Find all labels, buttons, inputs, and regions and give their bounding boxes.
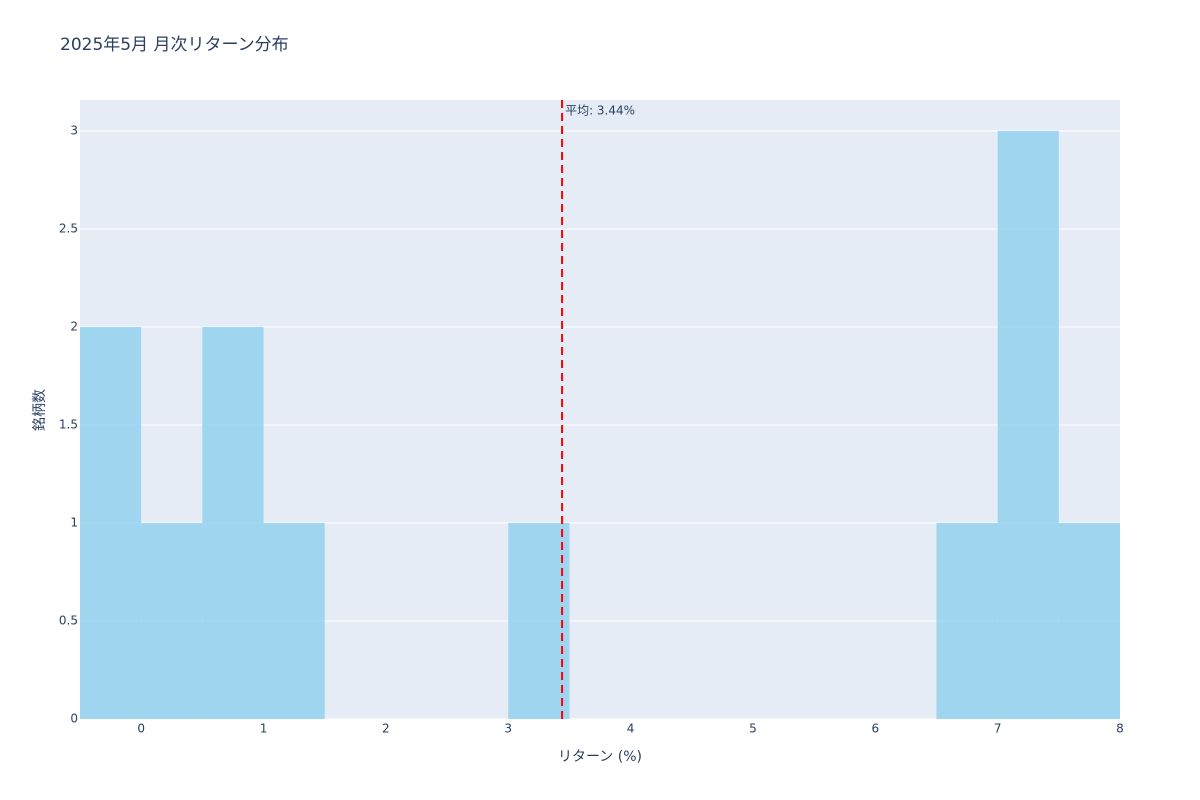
x-tick-label: 5 xyxy=(749,722,757,736)
x-tick-label: 2 xyxy=(382,722,390,736)
y-tick-label: 2.5 xyxy=(59,221,78,235)
x-axis-title: リターン (%) xyxy=(558,749,642,765)
bar xyxy=(1058,522,1120,719)
x-tick-label: 4 xyxy=(627,722,635,736)
mean-label: 平均: 3.44% xyxy=(565,104,635,118)
y-tick-label: 1 xyxy=(70,515,78,529)
x-tick-label: 3 xyxy=(504,722,512,736)
x-tick-label: 1 xyxy=(260,722,268,736)
x-tick-label: 0 xyxy=(137,722,145,736)
x-tick-label: 8 xyxy=(1116,722,1124,736)
x-tick-label: 7 xyxy=(994,722,1002,736)
chart-title: 2025年5月 月次リターン分布 xyxy=(60,35,289,55)
y-tick-label: 1.5 xyxy=(59,417,78,431)
bar xyxy=(997,130,1059,719)
bar xyxy=(80,326,142,719)
bar xyxy=(508,522,570,719)
bar xyxy=(263,522,325,719)
y-axis-title: 銘柄数 xyxy=(32,389,48,431)
y-tick-label: 3 xyxy=(70,123,78,137)
bar xyxy=(202,326,264,719)
y-tick-label: 0 xyxy=(70,712,78,726)
bar xyxy=(936,522,998,719)
y-tick-label: 0.5 xyxy=(59,613,78,627)
bar xyxy=(141,522,203,719)
y-tick-label: 2 xyxy=(70,319,78,333)
x-tick-label: 6 xyxy=(871,722,879,736)
